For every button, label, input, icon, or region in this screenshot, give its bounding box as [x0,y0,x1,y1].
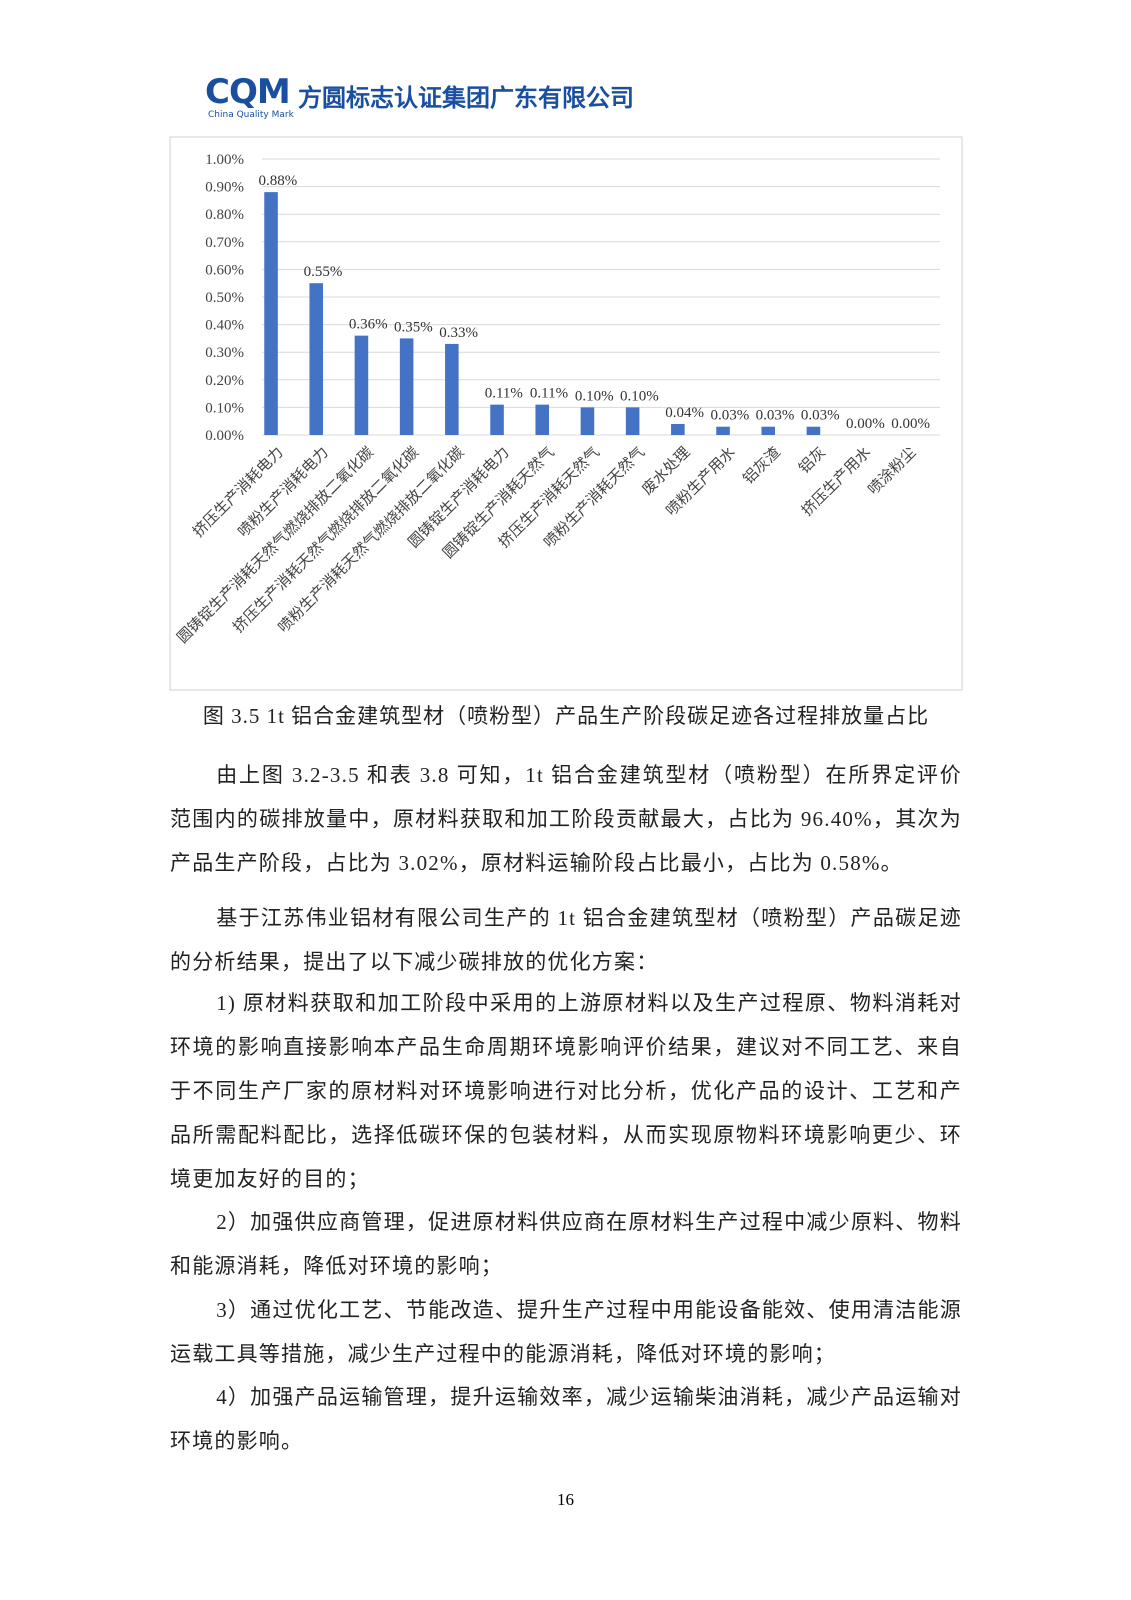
caption: 图 3.5 1t 铝合金建筑型材（喷粉型）产品生产阶段碳足迹各过程排放量占比 [202,704,930,728]
paragraph: 基于江苏伟业铝材有限公司生产的 1t 铝合金建筑型材（喷粉型）产品碳足迹的分析结… [170,906,962,974]
y-tick-label: 0.30% [205,345,244,361]
chart: 0.00% 0.10% 0.20% 0.30% 0.40% 0.50% 0.60% 0.70%… [169,136,963,691]
value-label: 0.35% [394,319,433,335]
bar [399,338,414,435]
value-label: 0.11% [530,386,568,402]
paragraph: 由上图 3.2-3.5 和表 3.8 可知，1t 铝合金建筑型材（喷粉型）在所界… [170,763,962,875]
bar [761,426,776,435]
company: 方圆标志认证集团广东有限公司 [298,84,634,112]
value-label: 0.36% [349,317,388,333]
value-label: 0.33% [439,325,478,341]
bar [716,426,730,435]
x-tick-label: 铝灰渣 [740,444,784,488]
value-label: 0.00% [846,416,885,432]
paragraph: 4）加强产品运输管理，提升运输效率，减少运输柴油消耗，减少产品运输对环境的影响。 [170,1385,962,1453]
y-tick-label: 0.50% [205,290,244,306]
x-tick-label: 喷涂粉尘 [865,444,919,498]
logo-sub: China Quality Mark [208,110,294,120]
value-label: 0.04% [665,405,704,421]
y-tick-label: 0.00% [205,428,244,444]
chart-frame [169,136,963,691]
value-label: 0.00% [891,416,930,432]
value-label: 0.88% [258,173,297,189]
y-tick-label: 0.20% [205,373,244,389]
y-tick-label: 1.00% [205,152,244,168]
value-label: 0.03% [756,408,795,424]
x-tick-label: 圆铸锭生产消耗天然气燃烧排放二氧化碳 [173,443,377,647]
value-label: 0.10% [575,388,614,404]
x-tick-label: 铝灰 [796,444,829,477]
bar [490,404,504,435]
value-label: 0.55% [304,264,343,280]
page-number: 16 [557,1490,574,1509]
bar [445,343,459,435]
y-tick-label: 0.40% [205,318,244,334]
value-label: 0.03% [801,408,840,424]
bar [264,192,278,435]
bar [309,283,324,435]
bar [354,335,369,435]
y-tick-label: 0.70% [205,235,244,251]
y-tick-label: 0.90% [205,180,244,196]
bar [535,404,550,435]
value-label: 0.03% [710,408,749,424]
paragraph: 2）加强供应商管理，促进原材料供应商在原材料生产过程中减少原料、物料和能源消耗，… [170,1210,962,1278]
paragraph: 3）通过优化工艺、节能改造、提升生产过程中用能设备能效、使用清洁能源运载工具等措… [170,1298,962,1366]
y-tick-label: 0.80% [205,207,244,223]
bar [806,426,821,435]
bar [671,423,685,435]
value-label: 0.11% [485,386,523,402]
value-label: 0.10% [620,388,659,404]
paragraph: 1) 原材料获取和加工阶段中采用的上游原材料以及生产过程原、物料消耗对环境的影响… [170,991,962,1191]
y-tick-label: 0.10% [205,400,244,416]
y-tick-label: 0.60% [205,262,244,278]
logo: CQM [205,72,291,112]
bar [580,407,595,435]
bar [625,407,640,435]
